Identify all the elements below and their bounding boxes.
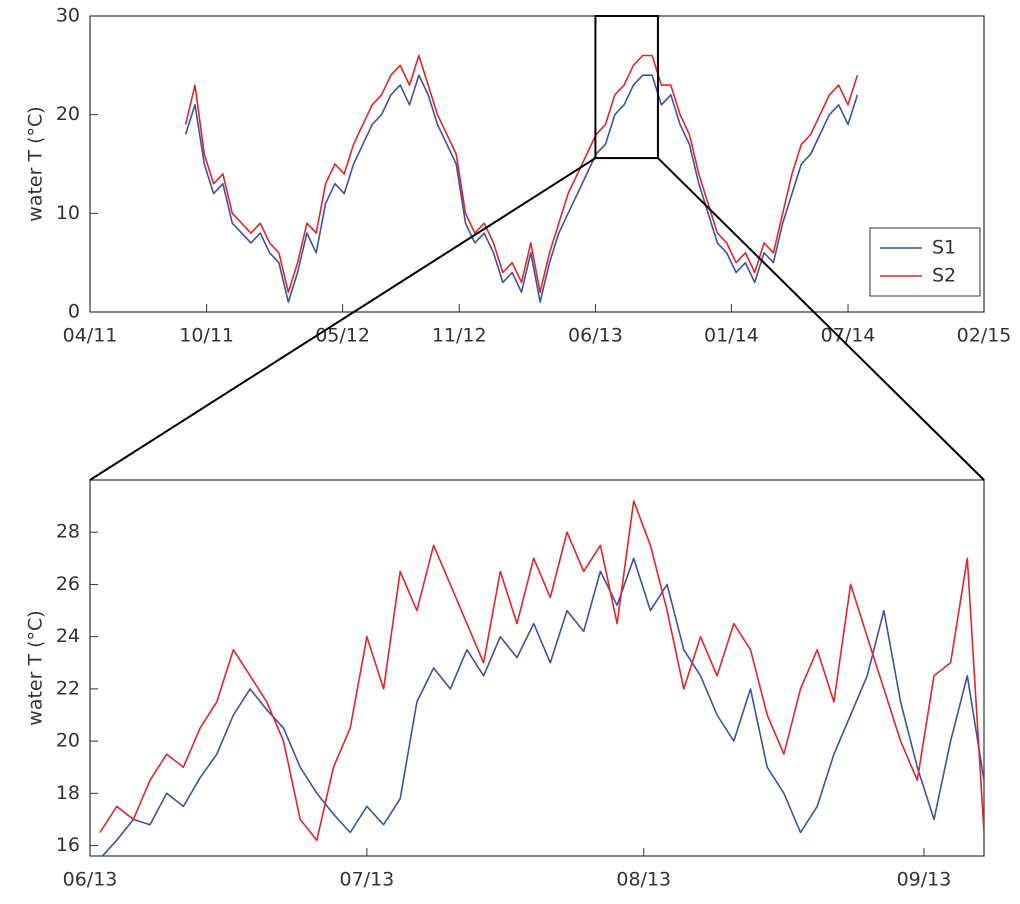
x-tick-label: 04/11 xyxy=(63,325,118,347)
zoom-box xyxy=(594,15,659,160)
x-tick-label: 01/14 xyxy=(704,325,759,347)
x-tick-label: 02/15 xyxy=(957,325,1012,347)
y-tick-label: 24 xyxy=(56,625,80,647)
y-tick-label: 0 xyxy=(68,301,80,323)
plot-frame xyxy=(89,15,985,313)
y-tick-label: 30 xyxy=(56,5,80,27)
plot-frame xyxy=(89,479,985,857)
y-tick-label: 26 xyxy=(56,573,80,595)
x-tick-label: 05/12 xyxy=(315,325,370,347)
x-tick-label: 11/12 xyxy=(432,325,487,347)
y-tick-label: 20 xyxy=(56,730,80,752)
x-tick-label: 07/13 xyxy=(339,869,394,891)
y-tick-label: 10 xyxy=(56,202,80,224)
x-tick-label: 08/13 xyxy=(616,869,671,891)
y-tick-label: 16 xyxy=(56,834,80,856)
series-group xyxy=(99,500,984,856)
y-tick-label: 18 xyxy=(56,782,80,804)
zoom-connector xyxy=(89,157,596,481)
x-tick-label: 06/13 xyxy=(568,325,623,347)
y-axis-label: water T (°C) xyxy=(25,106,47,221)
x-tick-label: 10/11 xyxy=(179,325,234,347)
legend-label: S2 xyxy=(932,265,956,287)
zoom-connector xyxy=(657,157,985,481)
x-tick-label: 06/13 xyxy=(63,869,118,891)
panel: 16 18 20 22 24 26 28 06/13 07/13 08/13 09/13 water … xyxy=(25,479,985,891)
series-group xyxy=(184,54,859,303)
data-line xyxy=(184,54,859,294)
legend-label: S1 xyxy=(932,237,956,259)
x-tick-label: 07/14 xyxy=(821,325,876,347)
legend-box xyxy=(869,227,981,297)
y-axis-label: water T (°C) xyxy=(25,610,47,725)
data-line xyxy=(99,500,984,842)
data-line xyxy=(184,74,859,303)
y-tick-label: 22 xyxy=(56,677,80,699)
panel: 0 10 20 30 04/11 10/11 05/12 11/12 06/13 01/14 07/… xyxy=(25,5,1012,347)
y-tick-label: 28 xyxy=(56,521,80,543)
data-line xyxy=(101,557,984,856)
x-tick-label: 09/13 xyxy=(897,869,952,891)
y-tick-label: 20 xyxy=(56,103,80,125)
